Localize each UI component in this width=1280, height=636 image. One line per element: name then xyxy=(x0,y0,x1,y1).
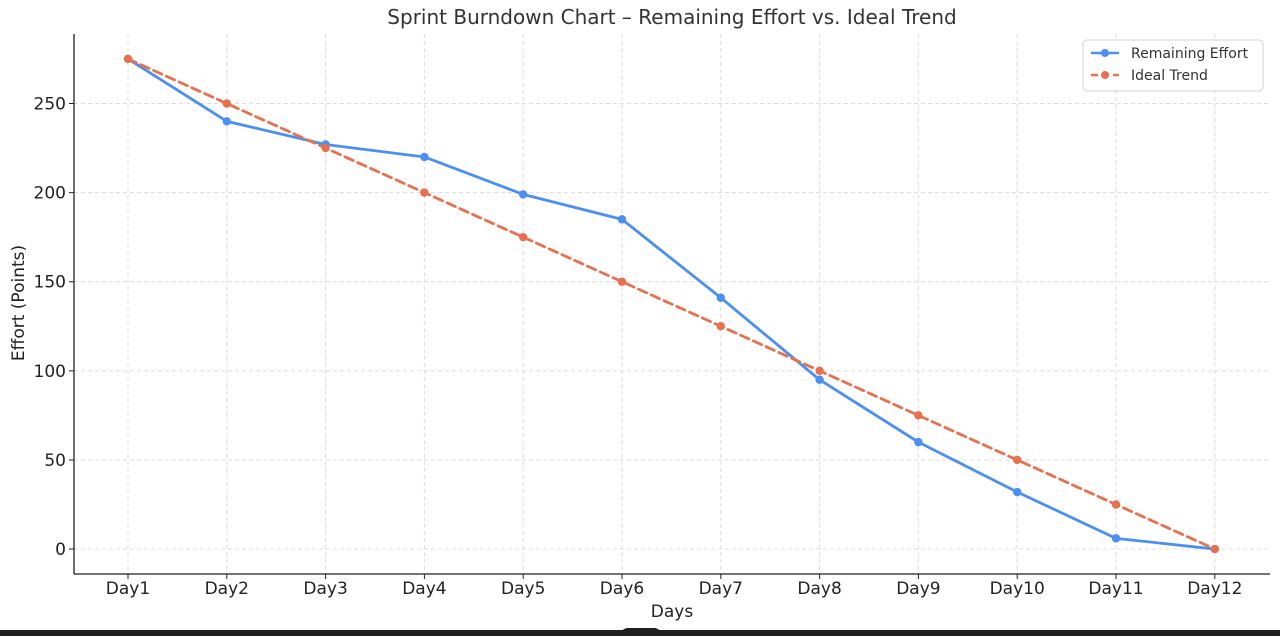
ideal-trend-point xyxy=(321,143,330,153)
remaining-effort-point xyxy=(420,152,429,162)
legend-box xyxy=(1082,39,1264,92)
y-tick-label: 200 xyxy=(34,184,66,204)
y-tick-label: 150 xyxy=(34,273,66,293)
y-tick-label: 250 xyxy=(34,95,66,115)
x-tick-label: Day2 xyxy=(205,579,249,599)
x-tick-label: Day1 xyxy=(106,579,150,599)
remaining-effort-point xyxy=(222,117,231,126)
x-tick-label: Day9 xyxy=(896,579,940,599)
x-axis-ticks: Day1 Day2 Day3 Day4 Day5 Day6 Day7 Day8 Day9 Day1… xyxy=(106,574,1242,599)
remaining-effort-point xyxy=(716,293,725,302)
legend: Remaining Effort Ideal Trend xyxy=(1082,39,1264,92)
y-tick-label: 100 xyxy=(34,362,66,382)
remaining-effort-point xyxy=(519,190,528,199)
x-tick-label: Day10 xyxy=(990,579,1045,599)
y-axis-label: Effort (Points) xyxy=(9,245,29,361)
legend-ideal-label: Ideal Trend xyxy=(1131,68,1208,84)
y-axis-ticks: 0 50 100 150 200 250 xyxy=(34,95,74,560)
ideal-trend-point xyxy=(123,54,133,64)
axes xyxy=(73,34,1270,575)
chart-title: Sprint Burndown Chart – Remaining Effort… xyxy=(387,5,956,29)
ideal-trend-point xyxy=(716,322,725,331)
legend-ideal-swatch-marker xyxy=(1101,71,1109,79)
ideal-trend-point xyxy=(617,277,627,286)
plot-series xyxy=(123,54,1220,554)
remaining-effort-point xyxy=(815,375,824,384)
x-axis-label: Days xyxy=(651,602,694,622)
x-tick-label: Day3 xyxy=(303,579,347,599)
ideal-trend-point xyxy=(1210,544,1220,554)
x-tick-label: Day4 xyxy=(402,579,446,599)
x-tick-label: Day11 xyxy=(1088,579,1143,599)
ideal-trend-point xyxy=(519,232,528,242)
grid-lines xyxy=(74,34,1270,574)
ideal-trend-point xyxy=(1013,455,1022,465)
remaining-effort-point xyxy=(914,437,923,447)
legend-remaining-label: Remaining Effort xyxy=(1131,46,1249,62)
x-tick-label: Day6 xyxy=(600,579,644,599)
x-tick-label: Day7 xyxy=(699,579,743,599)
remaining-effort-point xyxy=(617,215,627,224)
x-tick-label: Day8 xyxy=(797,579,841,599)
y-tick-label: 0 xyxy=(55,540,66,560)
remaining-effort-point xyxy=(1111,534,1121,543)
x-tick-label: Day12 xyxy=(1187,579,1242,599)
ideal-trend-point xyxy=(914,411,923,420)
bottom-bar-notch xyxy=(620,628,662,636)
ideal-trend-point xyxy=(420,188,429,197)
ideal-trend-point xyxy=(815,366,824,376)
x-tick-label: Day5 xyxy=(501,579,545,599)
y-tick-label: 50 xyxy=(44,451,66,471)
legend-remaining-swatch-marker xyxy=(1101,49,1109,57)
remaining-effort-point xyxy=(1013,487,1022,497)
ideal-trend-point xyxy=(222,99,231,108)
ideal-trend-line xyxy=(126,57,1217,551)
ideal-trend-point xyxy=(1111,500,1121,509)
